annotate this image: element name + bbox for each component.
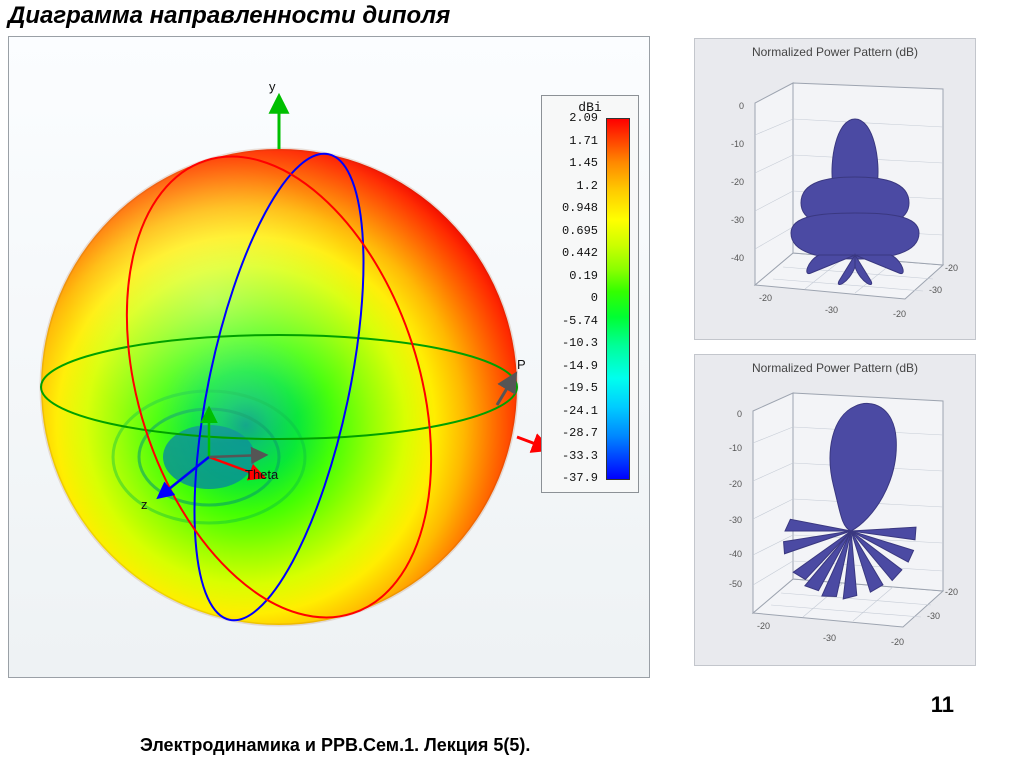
svg-text:-20: -20 bbox=[757, 621, 770, 631]
dipole-sphere bbox=[41, 149, 517, 625]
colorbar-tick: 1.45 bbox=[542, 157, 598, 169]
colorbar-tick: -5.74 bbox=[542, 315, 598, 327]
colorbar-tick: 1.71 bbox=[542, 135, 598, 147]
colorbar-tick: 2.09 bbox=[542, 112, 598, 124]
axis-label-p: P bbox=[517, 357, 526, 372]
page-number: 11 bbox=[931, 692, 954, 718]
small-panel-1-svg: 0 -10 -20 -30 -40 -20 -30 -20 -30 -20 bbox=[695, 39, 975, 339]
colorbar-tick: -10.3 bbox=[542, 337, 598, 349]
svg-text:-40: -40 bbox=[729, 549, 742, 559]
colorbar-tick: -14.9 bbox=[542, 360, 598, 372]
small-panel-bottom: Normalized Power Pattern (dB) bbox=[694, 354, 976, 666]
small-panel-2-svg: 0 -10 -20 -30 -40 -50 -20 -30 -20 -30 -2… bbox=[695, 355, 975, 665]
sp2-z-ticks: 0 -10 -20 -30 -40 -50 bbox=[729, 409, 742, 589]
svg-text:-30: -30 bbox=[731, 215, 744, 225]
colorbar: dBi 2.091.711.451.20.9480.6950.4420.190-… bbox=[541, 95, 639, 493]
svg-text:-20: -20 bbox=[891, 637, 904, 647]
svg-text:-20: -20 bbox=[759, 293, 772, 303]
colorbar-tick: -37.9 bbox=[542, 472, 598, 484]
svg-text:-30: -30 bbox=[729, 515, 742, 525]
small-panel-top: Normalized Power Pattern (dB) bbox=[694, 38, 976, 340]
slide-footer: Электродинамика и РРВ.Сем.1. Лекция 5(5)… bbox=[140, 735, 530, 756]
colorbar-tick: 0 bbox=[542, 292, 598, 304]
slide-title: Диаграмма направленности диполя bbox=[8, 2, 450, 30]
colorbar-tick: 0.948 bbox=[542, 202, 598, 214]
colorbar-ticks: 2.091.711.451.20.9480.6950.4420.190-5.74… bbox=[542, 118, 600, 478]
colorbar-tick: 0.442 bbox=[542, 247, 598, 259]
simulation-panel: y x P z Theta bbox=[8, 36, 650, 678]
svg-text:-50: -50 bbox=[729, 579, 742, 589]
svg-text:-10: -10 bbox=[729, 443, 742, 453]
svg-text:-10: -10 bbox=[731, 139, 744, 149]
colorbar-tick: -24.1 bbox=[542, 405, 598, 417]
colorbar-tick: -19.5 bbox=[542, 382, 598, 394]
sp1-z-ticks: 0 -10 -20 -30 -40 bbox=[731, 101, 744, 263]
colorbar-tick: 0.19 bbox=[542, 270, 598, 282]
slide-page: Диаграмма направленности диполя bbox=[0, 0, 1024, 768]
colorbar-tick: -28.7 bbox=[542, 427, 598, 439]
colorbar-tick: 0.695 bbox=[542, 225, 598, 237]
svg-text:-30: -30 bbox=[927, 611, 940, 621]
axis-label-theta: Theta bbox=[245, 467, 279, 482]
colorbar-tick: -33.3 bbox=[542, 450, 598, 462]
svg-text:-20: -20 bbox=[731, 177, 744, 187]
svg-text:-30: -30 bbox=[929, 285, 942, 295]
svg-text:-20: -20 bbox=[945, 263, 958, 273]
axis-label-z: z bbox=[141, 497, 148, 512]
axis-label-y: y bbox=[269, 79, 276, 94]
svg-text:-20: -20 bbox=[945, 587, 958, 597]
svg-text:-40: -40 bbox=[731, 253, 744, 263]
svg-text:-20: -20 bbox=[729, 479, 742, 489]
svg-text:0: 0 bbox=[739, 101, 744, 111]
svg-text:-20: -20 bbox=[893, 309, 906, 319]
svg-text:-30: -30 bbox=[825, 305, 838, 315]
colorbar-strip bbox=[606, 118, 630, 480]
svg-text:0: 0 bbox=[737, 409, 742, 419]
svg-text:-30: -30 bbox=[823, 633, 836, 643]
colorbar-tick: 1.2 bbox=[542, 180, 598, 192]
